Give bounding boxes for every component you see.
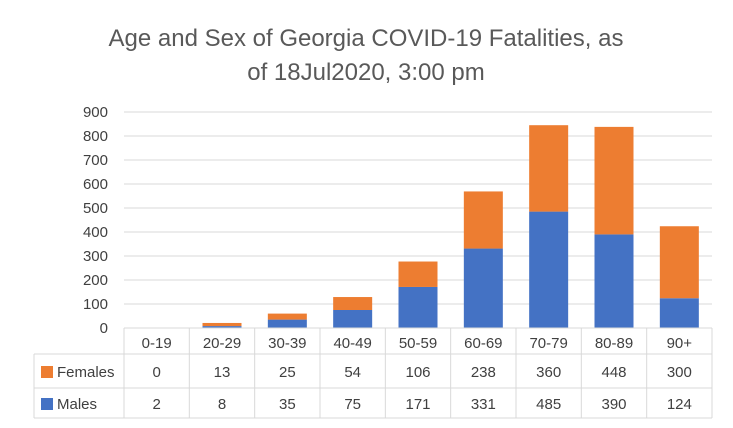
gridlines bbox=[124, 111, 712, 329]
bar-females-80-89 bbox=[594, 126, 634, 235]
x-tick-label-90+: 90+ bbox=[667, 335, 693, 352]
y-tick-label-400: 400 bbox=[83, 224, 108, 241]
y-tick-label-0: 0 bbox=[100, 320, 108, 337]
bar-males-20-29 bbox=[202, 326, 242, 328]
bar-females-40-49 bbox=[333, 297, 373, 310]
bar-females-70-79 bbox=[529, 125, 569, 212]
data-label-females-20-29: 13 bbox=[214, 364, 231, 381]
bar-males-70-79 bbox=[529, 211, 569, 328]
data-label-females-50-59: 106 bbox=[405, 364, 430, 381]
bar-males-50-59 bbox=[398, 286, 438, 328]
data-label-females-90+: 300 bbox=[667, 364, 692, 381]
bar-females-50-59 bbox=[398, 261, 438, 287]
data-label-males-70-79: 485 bbox=[536, 396, 561, 413]
data-label-females-70-79: 360 bbox=[536, 364, 561, 381]
y-axis-ticks: 0 100 200 300 400 500 600 700 800 900 bbox=[83, 104, 108, 337]
data-table: 0-19 20-29 30-39 40-49 50-59 60-69 70-79 80-89 9… bbox=[33, 327, 713, 419]
data-label-females-60-69: 238 bbox=[471, 364, 496, 381]
data-label-males-0-19: 2 bbox=[152, 396, 160, 413]
bar-males-90+ bbox=[659, 298, 699, 328]
bar-females-30-39 bbox=[267, 313, 307, 320]
legend-key-females bbox=[41, 366, 53, 378]
y-tick-label-900: 900 bbox=[83, 104, 108, 121]
legend-key-males bbox=[41, 398, 53, 410]
legend-label-males: Males bbox=[57, 396, 97, 413]
data-label-females-30-39: 25 bbox=[279, 364, 296, 381]
y-tick-label-300: 300 bbox=[83, 248, 108, 265]
data-label-males-50-59: 171 bbox=[405, 396, 430, 413]
chart-title-line-1: Age and Sex of Georgia COVID-19 Fataliti… bbox=[109, 25, 624, 52]
x-tick-label-40-49: 40-49 bbox=[333, 335, 371, 352]
y-tick-label-700: 700 bbox=[83, 152, 108, 169]
data-label-females-80-89: 448 bbox=[601, 364, 626, 381]
data-label-males-30-39: 35 bbox=[279, 396, 296, 413]
data-label-males-40-49: 75 bbox=[344, 396, 361, 413]
y-tick-label-200: 200 bbox=[83, 272, 108, 289]
bar-females-60-69 bbox=[463, 191, 503, 249]
x-tick-label-50-59: 50-59 bbox=[399, 335, 437, 352]
data-label-males-80-89: 390 bbox=[601, 396, 626, 413]
x-tick-label-0-19: 0-19 bbox=[142, 335, 172, 352]
y-tick-label-600: 600 bbox=[83, 176, 108, 193]
bar-females-90+ bbox=[659, 226, 699, 299]
data-label-males-90+: 124 bbox=[667, 396, 692, 413]
x-tick-label-70-79: 70-79 bbox=[529, 335, 567, 352]
data-label-females-0-19: 0 bbox=[152, 364, 160, 381]
bar-males-60-69 bbox=[463, 248, 503, 328]
y-tick-label-100: 100 bbox=[83, 296, 108, 313]
y-tick-label-500: 500 bbox=[83, 200, 108, 217]
data-label-males-20-29: 8 bbox=[218, 396, 226, 413]
x-tick-label-60-69: 60-69 bbox=[464, 335, 502, 352]
bar-males-80-89 bbox=[594, 234, 634, 328]
data-label-females-40-49: 54 bbox=[344, 364, 361, 381]
y-tick-label-800: 800 bbox=[83, 128, 108, 145]
data-label-males-60-69: 331 bbox=[471, 396, 496, 413]
bar-males-30-39 bbox=[267, 319, 307, 328]
bar-females-20-29 bbox=[202, 322, 242, 327]
bar-males-40-49 bbox=[333, 310, 373, 328]
x-tick-label-80-89: 80-89 bbox=[595, 335, 633, 352]
legend-label-females: Females bbox=[57, 364, 115, 381]
x-tick-label-20-29: 20-29 bbox=[203, 335, 241, 352]
chart-title-line-2: of 18Jul2020, 3:00 pm bbox=[247, 59, 485, 86]
x-tick-label-30-39: 30-39 bbox=[268, 335, 306, 352]
bars bbox=[137, 125, 699, 328]
